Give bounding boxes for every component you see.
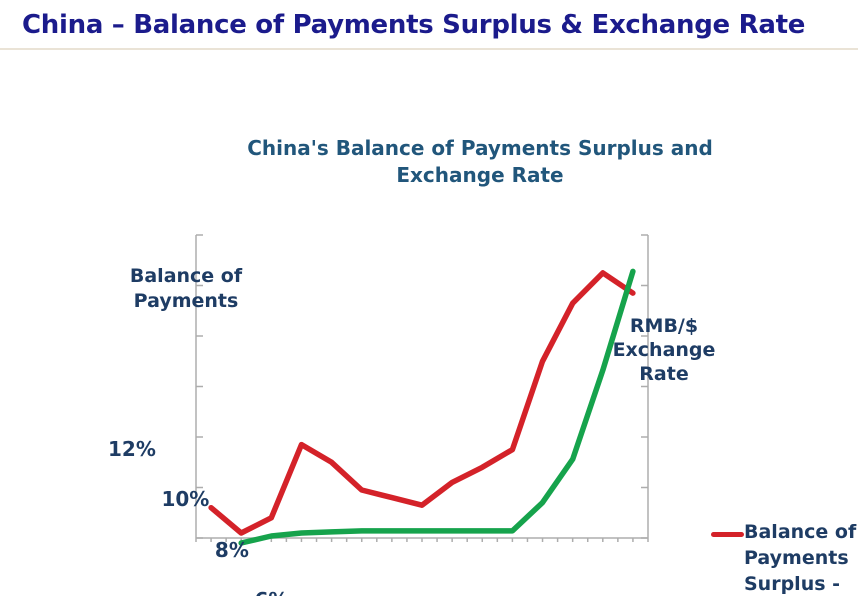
- chart-title-line-1: China's Balance of Payments Surplus and: [247, 136, 713, 160]
- left-axis-tick-6: 6%: [254, 588, 288, 596]
- chart-title-line-2: Exchange Rate: [396, 163, 564, 187]
- red-line-swatch-icon: [711, 532, 744, 537]
- title-divider: [0, 48, 858, 50]
- page-title: China – Balance of Payments Surplus & Ex…: [22, 10, 806, 40]
- chart-title: China's Balance of Payments Surplus and …: [190, 135, 770, 189]
- left-axis-tick-10: 10%: [161, 487, 210, 511]
- legend-label-balance-of-payments: Balance of Payments Surplus - % GDP: [744, 521, 857, 595]
- left-axis-title: Balance of Payments: [129, 265, 243, 312]
- left-axis-tick-8: 8%: [214, 538, 249, 562]
- left-axis-tick-12: 12%: [108, 437, 156, 461]
- right-axis-title: RMB/$ Exchange Rate: [612, 315, 716, 385]
